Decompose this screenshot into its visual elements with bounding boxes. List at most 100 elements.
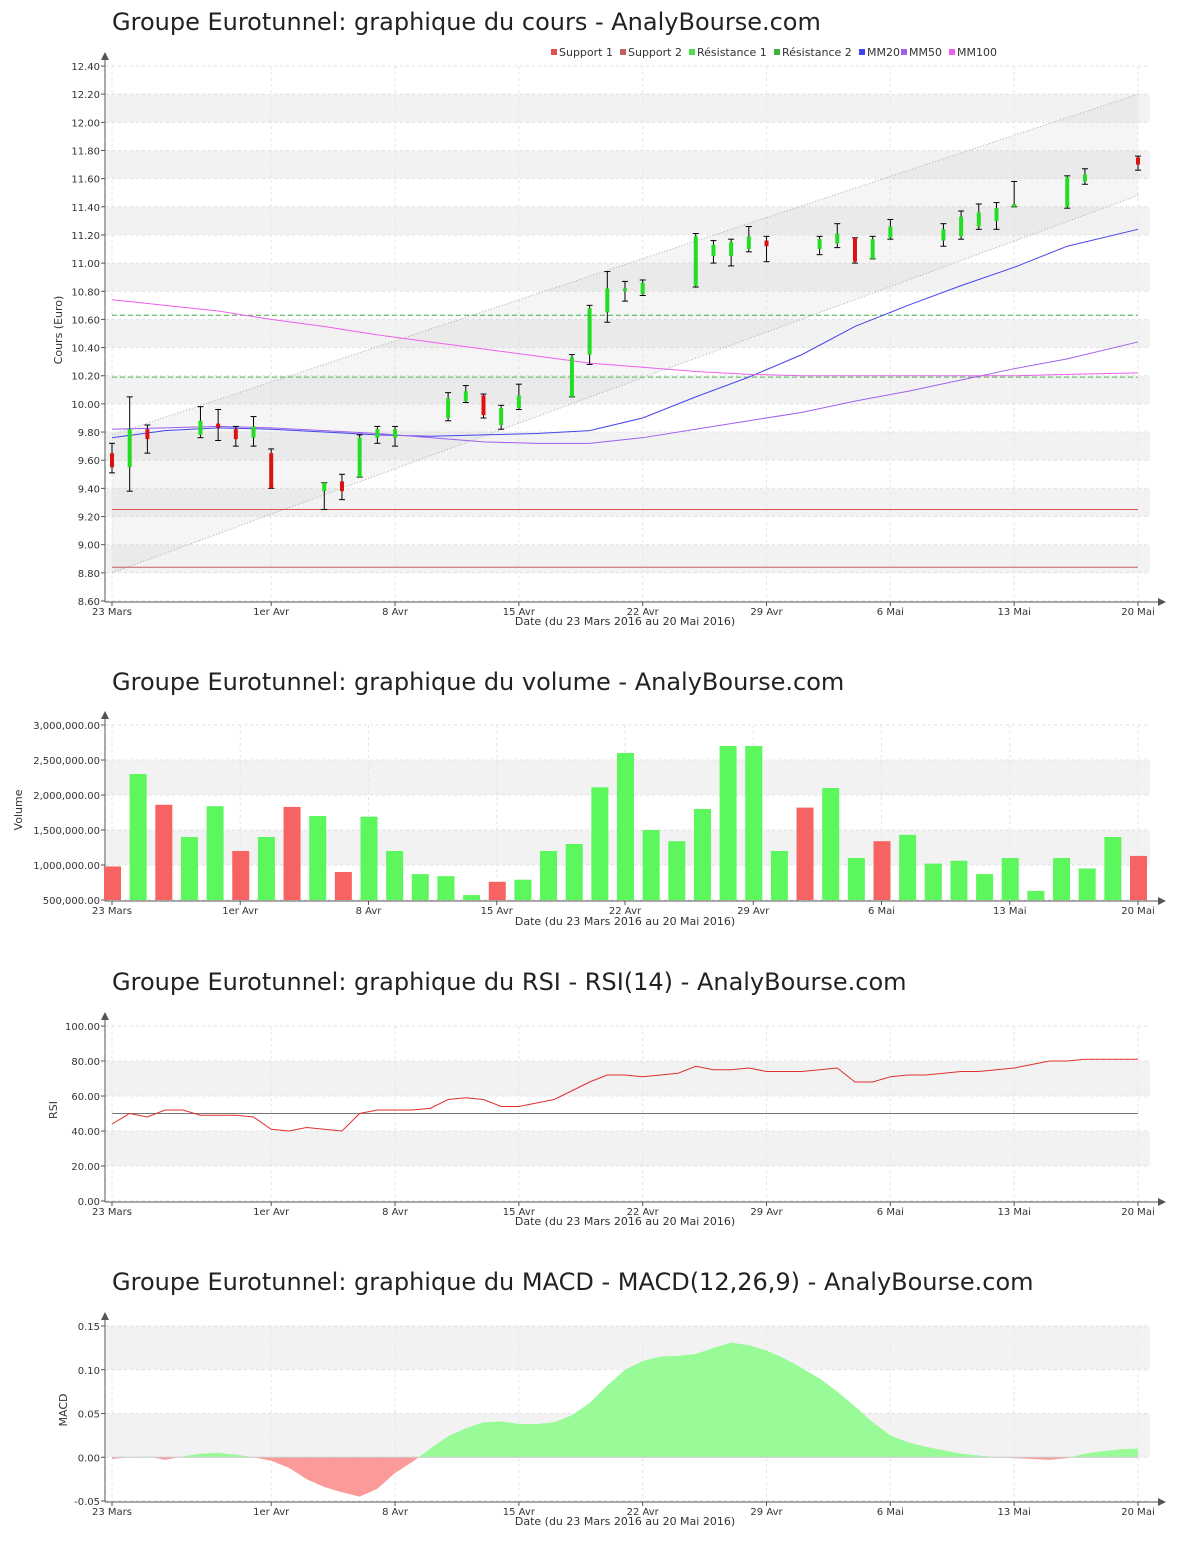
price-candle-body xyxy=(339,481,344,492)
macd-band xyxy=(106,1326,1150,1370)
price-y-tick-label: 10.40 xyxy=(71,344,100,355)
volume-bar xyxy=(745,746,763,900)
macd-y-axis-label: MACD xyxy=(57,1394,70,1427)
price-candle-body xyxy=(888,226,893,238)
price-candle-body xyxy=(145,429,150,440)
volume-bar xyxy=(1104,837,1122,900)
price-candle-body xyxy=(463,391,468,402)
price-candle-body xyxy=(1082,174,1087,182)
volume-bar xyxy=(1078,868,1096,900)
price-band xyxy=(106,544,1150,573)
rsi-y-tick-label: 40.00 xyxy=(71,1127,100,1138)
price-candle-body xyxy=(269,453,274,489)
price-band xyxy=(106,432,1150,461)
volume-bar xyxy=(309,816,327,900)
price-candle-body xyxy=(499,408,504,426)
volume-bar xyxy=(411,874,429,900)
macd-positive-area xyxy=(178,1452,254,1458)
volume-bar xyxy=(1001,858,1019,900)
price-x-tick-label: 20 Mai xyxy=(1121,607,1154,618)
macd-x-tick-label: 6 Mai xyxy=(877,1507,904,1518)
volume-x-tick-label: 6 Mai xyxy=(868,906,895,917)
macd-x-tick-label: 1er Avr xyxy=(253,1507,290,1518)
price-band xyxy=(106,206,1150,235)
volume-bar xyxy=(283,806,301,900)
legend-mm50-swatch xyxy=(901,49,907,55)
volume-bar xyxy=(950,860,968,900)
macd-y-tick-label: 0.10 xyxy=(78,1366,100,1377)
price-x-tick-label: 1er Avr xyxy=(253,607,290,618)
price-band xyxy=(106,94,1150,123)
macd-x-tick-label: 8 Avr xyxy=(382,1507,409,1518)
price-candle-body xyxy=(233,429,238,440)
price-candle-body xyxy=(852,237,857,262)
price-candle-body xyxy=(481,395,486,416)
price-x-tick-label: 29 Avr xyxy=(750,607,783,618)
legend-resistance2-label: Résistance 2 xyxy=(782,46,852,59)
price-y-tick-label: 10.80 xyxy=(71,287,100,298)
volume-x-tick-label: 8 Avr xyxy=(356,906,383,917)
macd-negative-area xyxy=(253,1457,419,1497)
price-candle-body xyxy=(357,437,362,478)
price-candle-body xyxy=(516,395,521,409)
price-candle-body xyxy=(375,429,380,438)
macd-y-tick-label: 0.05 xyxy=(78,1410,100,1421)
price-candle-body xyxy=(817,239,822,250)
rsi-x-tick-label: 1er Avr xyxy=(253,1207,290,1218)
volume-bar xyxy=(873,841,891,900)
price-candle-body xyxy=(729,241,734,257)
rsi-y-tick-label: 80.00 xyxy=(71,1057,100,1068)
price-band xyxy=(106,319,1150,348)
volume-bar xyxy=(617,753,634,900)
volume-bar xyxy=(822,788,840,900)
price-candle-body xyxy=(110,453,114,468)
price-y-tick-label: 12.40 xyxy=(71,62,100,73)
price-trend-lower-line xyxy=(111,195,1139,574)
volume-x-tick-label: 15 Avr xyxy=(481,906,514,917)
legend-mm20-label: MM20 xyxy=(867,46,900,59)
volume-bar xyxy=(668,841,686,900)
rsi-y-axis-arrow xyxy=(101,1012,109,1020)
volume-bar xyxy=(591,787,609,900)
rsi-x-axis-label: Date (du 23 Mars 2016 au 20 Mai 2016) xyxy=(515,1215,735,1228)
macd-negative-area xyxy=(151,1457,179,1460)
price-x-tick-label: 23 Mars xyxy=(92,607,132,618)
price-band xyxy=(106,375,1150,404)
price-candle-body xyxy=(959,216,964,237)
volume-x-tick-label: 23 Mars xyxy=(92,906,132,917)
volume-y-axis-label: Volume xyxy=(12,789,25,830)
rsi-x-tick-label: 22 Avr xyxy=(627,1207,660,1218)
price-candle-body xyxy=(198,420,203,435)
price-y-tick-label: 11.40 xyxy=(71,203,100,214)
macd-x-tick-label: 22 Avr xyxy=(627,1507,660,1518)
rsi-x-tick-label: 15 Avr xyxy=(503,1207,536,1218)
macd-x-tick-label: 15 Avr xyxy=(503,1507,536,1518)
price-candle-body xyxy=(322,482,327,492)
volume-bar xyxy=(488,881,506,900)
price-candle-body xyxy=(569,357,574,397)
macd-y-tick-label: 0.00 xyxy=(78,1453,100,1464)
volume-y-axis-arrow xyxy=(101,711,109,719)
macd-x-tick-label: 13 Mai xyxy=(997,1507,1030,1518)
price-candle-body xyxy=(941,229,946,241)
price-x-tick-label: 22 Avr xyxy=(627,607,660,618)
price-candle-body xyxy=(870,239,875,259)
price-candle-body xyxy=(711,244,716,257)
price-candle-body xyxy=(1065,177,1070,207)
volume-chart-title: Groupe Eurotunnel: graphique du volume -… xyxy=(112,668,845,696)
price-candle-body xyxy=(587,308,592,355)
price-candle-body xyxy=(835,233,840,244)
volume-x-tick-label: 20 Mai xyxy=(1121,906,1154,917)
volume-bar xyxy=(1053,858,1071,900)
price-y-tick-label: 9.20 xyxy=(78,513,100,524)
rsi-y-tick-label: 0.00 xyxy=(78,1197,100,1208)
rsi-x-tick-label: 20 Mai xyxy=(1121,1207,1154,1218)
volume-bar xyxy=(180,837,198,900)
macd-positive-area xyxy=(1070,1448,1138,1458)
price-y-tick-label: 10.00 xyxy=(71,400,100,411)
legend-mm100-swatch xyxy=(949,49,955,55)
price-candle-body xyxy=(446,398,451,418)
price-mm50-line xyxy=(111,341,1139,444)
volume-bar xyxy=(334,872,352,900)
